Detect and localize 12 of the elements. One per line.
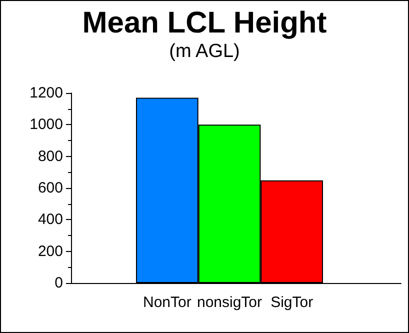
- y-tick-label: 400: [38, 211, 63, 228]
- y-tick-label: 0: [54, 274, 63, 292]
- x-tick-label: NonTor: [142, 294, 192, 311]
- y-tick-label: 1000: [30, 116, 63, 134]
- y-tick-label: 800: [38, 148, 63, 165]
- chart-subtitle: (m AGL): [169, 41, 240, 62]
- x-tick-label: nonsigTor: [196, 294, 262, 311]
- y-tick-label: 600: [38, 180, 63, 196]
- y-tick-label: 1200: [30, 84, 63, 102]
- x-tick-label: SigTor: [270, 294, 314, 311]
- chart-title: Mean LCL Height: [82, 6, 327, 40]
- y-tick-label: 200: [38, 242, 63, 260]
